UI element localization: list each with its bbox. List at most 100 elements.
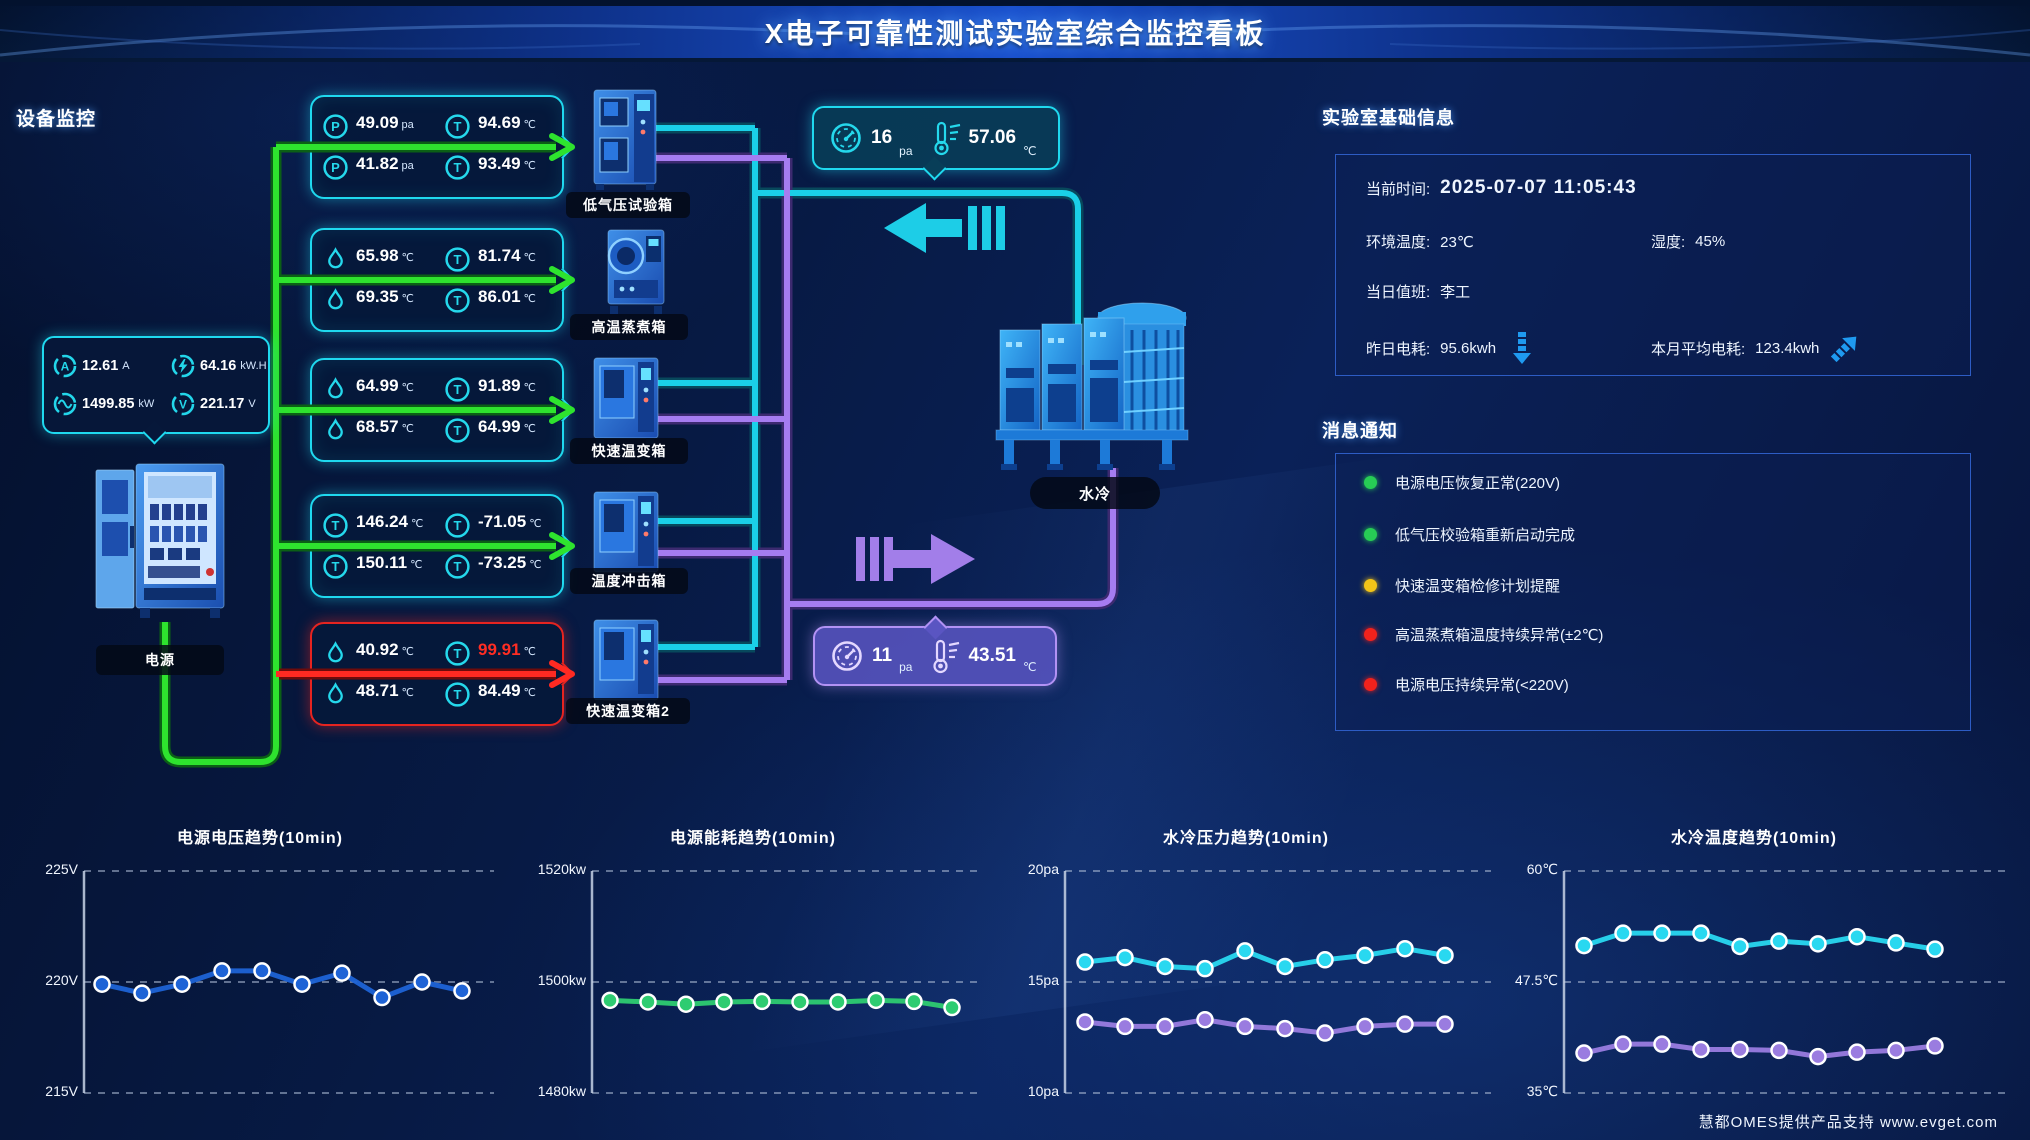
line-plot	[1063, 870, 1491, 1094]
y-tick: 35℃	[1526, 1083, 1558, 1099]
notification-text: 高温蒸煮箱温度持续异常(±2℃)	[1395, 627, 1604, 644]
return-temp-unit: ℃	[1023, 660, 1037, 674]
reading-unit: ℃	[523, 423, 536, 435]
device-image-thermal-shock-chamber	[593, 491, 659, 578]
y-tick: 20pa	[1027, 861, 1059, 877]
chart-title: 水冷压力趋势(10min)	[1163, 830, 1329, 847]
reading-humidity: 65.98 ℃	[322, 246, 444, 273]
reading-value: 86.01	[478, 287, 521, 306]
y-tick: 1480kw	[537, 1083, 586, 1099]
volt-gauge-icon: V	[171, 392, 195, 415]
yesterday-energy-label: 昨日电耗:	[1366, 340, 1431, 358]
notification-item: 高温蒸煮箱温度持续异常(±2℃)	[1364, 624, 1603, 645]
reading-value: 41.82	[356, 154, 399, 173]
reading-unit: ℃	[401, 382, 414, 394]
time-label: 当前时间:	[1366, 180, 1431, 198]
notification-item: 快速温变箱检修计划提醒	[1364, 575, 1560, 596]
line-plot	[590, 870, 978, 1094]
reading-value: 146.24	[356, 512, 408, 531]
notification-item: 电源电压持续异常(<220V)	[1364, 674, 1569, 695]
reading-unit: ℃	[410, 559, 423, 571]
temperature-icon: T	[445, 288, 470, 313]
svg-text:T: T	[454, 423, 462, 438]
status-dot-red	[1364, 628, 1377, 641]
section-title-device-monitor: 设备监控	[16, 109, 97, 130]
reading-value: 40.92	[356, 640, 399, 659]
thermometer-icon	[933, 121, 960, 156]
bubble-pointer	[923, 615, 948, 640]
env-temp-label: 环境温度:	[1366, 234, 1431, 251]
reading-unit: ℃	[523, 293, 536, 305]
sensor-box-rapid-temp-chamber: 64.99 ℃ T 91.89 ℃ 68.57 ℃ T 64.99 ℃	[310, 358, 575, 462]
svg-text:P: P	[331, 160, 340, 175]
svg-text:A: A	[61, 360, 70, 374]
pressure-icon: P	[323, 155, 348, 180]
reading-unit: ℃	[523, 160, 536, 172]
reading-value: 91.89	[478, 376, 521, 395]
reading-value: 48.71	[356, 681, 399, 700]
info-row-duty: 当日值班: 李工	[1366, 281, 1470, 302]
reading-unit: ℃	[401, 423, 414, 435]
return-measure-bubble: 11 pa 43.51 ℃	[813, 615, 1057, 686]
svg-text:T: T	[332, 559, 340, 574]
current-value: 12.61	[82, 358, 119, 375]
notification-text: 快速温变箱检修计划提醒	[1395, 578, 1561, 595]
notification-item: 电源电压恢复正常(220V)	[1364, 472, 1560, 493]
chart-power-voltage: 电源电压趋势(10min) 225V 220V 215V	[18, 818, 502, 1123]
chart-cooling-pressure: 水冷压力趋势(10min) 20pa 15pa 10pa	[993, 818, 1499, 1123]
supply-flow-arrow-left	[884, 203, 1005, 253]
voltage-value: 221.17	[200, 395, 245, 412]
svg-text:T: T	[454, 646, 462, 661]
droplet-icon	[328, 247, 343, 269]
reading-unit: ℃	[401, 646, 414, 658]
svg-text:T: T	[454, 119, 462, 134]
reading-humidity: 48.71 ℃	[322, 681, 444, 708]
sensor-box-low-pressure-chamber: P 49.09 pa T 94.69 ℃ P 41.82 pa T 93.49 …	[310, 95, 575, 199]
month-energy-label: 本月平均电耗:	[1651, 340, 1746, 358]
power-metrics-bubble: A 12.61 A 64.16 kW.H 1499.85 kW V 221.17…	[42, 336, 270, 445]
reading-temperature: T 150.11 ℃	[322, 553, 444, 580]
temperature-icon: T	[445, 641, 470, 666]
svg-text:T: T	[454, 160, 462, 175]
device-label-steam-chamber: 高温蒸煮箱	[570, 314, 688, 340]
return-flow-arrow-right	[856, 534, 975, 584]
temperature-icon: T	[445, 418, 470, 443]
energy-value: 64.16	[200, 358, 237, 375]
svg-text:V: V	[179, 397, 187, 411]
y-tick: 60℃	[1526, 861, 1558, 877]
notification-text: 电源电压持续异常(<220V)	[1395, 677, 1569, 694]
wave-gauge-icon	[53, 392, 77, 415]
env-temp-value: 23℃	[1440, 233, 1474, 251]
reading-temperature: T 81.74 ℃	[444, 246, 536, 273]
info-row-time: 当前时间: 2025-07-07 11:05:43	[1366, 177, 1637, 199]
svg-text:T: T	[454, 382, 462, 397]
info-row-month-energy: 本月平均电耗: 123.4kwh	[1651, 331, 1857, 365]
notification-text: 电源电压恢复正常(220V)	[1395, 475, 1561, 492]
reading-value: 69.35	[356, 287, 399, 306]
temperature-icon: T	[445, 554, 470, 579]
page-title: X电子可靠性测试实验室综合监控看板	[764, 18, 1266, 49]
trend-down-icon	[1513, 332, 1532, 364]
power-label: 电源	[96, 645, 224, 675]
power-unit: kW	[138, 397, 155, 410]
energy-unit: kW.H	[240, 360, 267, 373]
temperature-icon: T	[323, 513, 348, 538]
svg-text:T: T	[454, 518, 462, 533]
reading-humidity: 40.92 ℃	[322, 640, 444, 667]
sensor-box-rapid-temp-chamber-2: 40.92 ℃ T 99.91 ℃ 48.71 ℃ T 84.49 ℃	[310, 622, 575, 726]
power-current-metric: A 12.61 A	[52, 353, 170, 379]
device-label-low-pressure-chamber: 低气压试验箱	[566, 192, 690, 218]
y-tick: 10pa	[1027, 1083, 1059, 1099]
temperature-icon: T	[445, 247, 470, 272]
svg-text:T: T	[454, 252, 462, 267]
sensor-box-thermal-shock-chamber: T 146.24 ℃ T -71.05 ℃ T 150.11 ℃ T -73.2…	[310, 494, 575, 598]
reading-temperature: T 64.99 ℃	[444, 417, 536, 444]
notification-text: 低气压校验箱重新启动完成	[1395, 527, 1576, 544]
droplet-icon	[328, 288, 343, 310]
notification-item: 低气压校验箱重新启动完成	[1364, 524, 1575, 545]
droplet-icon	[328, 641, 343, 663]
reading-humidity: 64.99 ℃	[322, 376, 444, 403]
return-pressure-unit: pa	[899, 660, 913, 674]
box-tip	[550, 533, 575, 559]
supply-pressure-unit: pa	[899, 144, 913, 158]
